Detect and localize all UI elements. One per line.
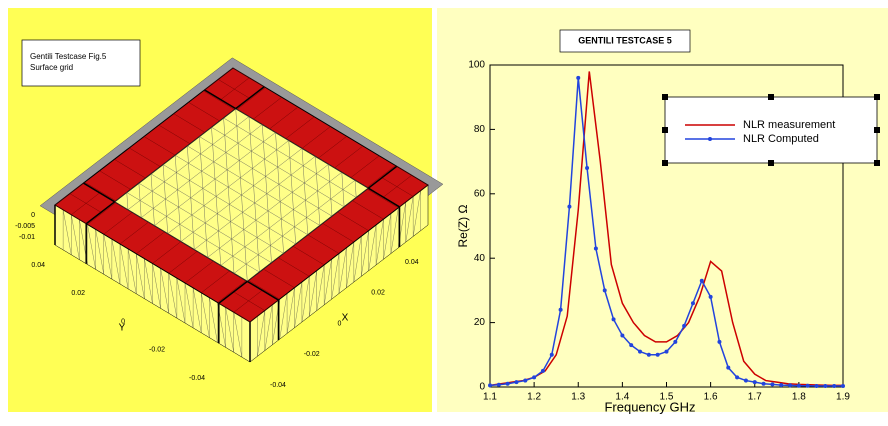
legend-label: NLR measurement <box>743 119 835 131</box>
series-marker <box>691 301 695 305</box>
series-marker <box>788 383 792 387</box>
y-tick-label: 0.04 <box>31 262 45 269</box>
series-marker <box>841 384 845 388</box>
series-marker <box>744 379 748 383</box>
series-marker <box>603 288 607 292</box>
series-marker <box>665 350 669 354</box>
series-marker <box>700 279 704 283</box>
x-tick-label: 0.04 <box>405 259 419 266</box>
x-tick-label: 1.9 <box>836 392 850 403</box>
series-marker <box>647 353 651 357</box>
y-axis-label: Re(Z) Ω <box>456 204 470 247</box>
series-marker <box>523 379 527 383</box>
series-marker <box>594 247 598 251</box>
series-marker <box>567 205 571 209</box>
legend-label: NLR Computed <box>743 133 819 145</box>
series-marker <box>709 295 713 299</box>
y-tick-label: 80 <box>474 124 486 135</box>
series-marker <box>770 382 774 386</box>
y-tick-label: 0.02 <box>71 290 85 297</box>
x-axis-label: X <box>342 313 349 324</box>
x-tick-label: -0.04 <box>270 382 286 389</box>
surface-subtitle: Surface grid <box>30 63 73 72</box>
series-marker <box>832 384 836 388</box>
y-tick-label: -0.04 <box>189 375 205 382</box>
y-tick-label: 40 <box>474 253 486 264</box>
series-marker <box>541 369 545 373</box>
legend-handle <box>768 160 774 166</box>
series-marker <box>717 340 721 344</box>
legend-handle <box>662 127 668 133</box>
series-marker <box>656 353 660 357</box>
series-marker <box>514 380 518 384</box>
y-tick-label: 100 <box>468 60 485 71</box>
series-marker <box>806 384 810 388</box>
series-marker <box>506 382 510 386</box>
y-tick-label: 20 <box>474 317 486 328</box>
page: 0 -0.005 -0.01 0.04 0.02 0 -0.02 -0.04 -0.04 -0.0… <box>0 0 888 426</box>
legend-marker <box>708 137 712 141</box>
y-tick-label: 0 <box>479 382 485 393</box>
x-tick-label: 1.5 <box>660 392 674 403</box>
y-tick-label: 60 <box>474 188 486 199</box>
screenshot: 0 -0.005 -0.01 0.04 0.02 0 -0.02 -0.04 -0.04 -0.0… <box>0 0 888 426</box>
chart-title: GENTILI TESTCASE 5 <box>578 35 672 45</box>
series-marker <box>497 383 501 387</box>
x-tick-label: 1.4 <box>615 392 629 403</box>
series-marker <box>532 375 536 379</box>
series-marker <box>585 166 589 170</box>
series-marker <box>550 353 554 357</box>
series-marker <box>753 380 757 384</box>
chart-panel <box>437 8 888 412</box>
series-marker <box>779 383 783 387</box>
x-tick-label: 1.2 <box>527 392 541 403</box>
surface-title: Gentili Testcase Fig.5 <box>30 52 107 61</box>
legend-handle <box>768 94 774 100</box>
series-marker <box>488 383 492 387</box>
series-marker <box>815 384 819 388</box>
x-tick-label: -0.02 <box>304 351 320 358</box>
series-marker <box>638 350 642 354</box>
series-marker <box>629 343 633 347</box>
x-tick-label: 0.02 <box>371 290 385 297</box>
legend-handle <box>662 160 668 166</box>
series-marker <box>576 76 580 80</box>
x-tick-label: 1.6 <box>704 392 718 403</box>
y-axis-label: Y <box>119 323 126 334</box>
x-tick-label: 1.1 <box>483 392 497 403</box>
series-marker <box>620 333 624 337</box>
series-marker <box>735 375 739 379</box>
series-marker <box>762 382 766 386</box>
legend-handle <box>874 160 880 166</box>
z-tick-label: -0.01 <box>19 234 35 241</box>
legend-handle <box>662 94 668 100</box>
legend-handle <box>874 94 880 100</box>
legend-handle <box>874 127 880 133</box>
x-tick-label: 1.3 <box>571 392 585 403</box>
x-tick-label: 1.8 <box>792 392 806 403</box>
z-tick-label: 0 <box>31 212 35 219</box>
z-tick-label: -0.005 <box>15 223 35 230</box>
series-marker <box>797 384 801 388</box>
series-marker <box>726 366 730 370</box>
y-tick-label: -0.02 <box>149 347 165 354</box>
series-marker <box>612 317 616 321</box>
series-marker <box>682 324 686 328</box>
series-marker <box>823 384 827 388</box>
series-marker <box>559 308 563 312</box>
x-tick-label: 1.7 <box>748 392 762 403</box>
series-marker <box>673 340 677 344</box>
